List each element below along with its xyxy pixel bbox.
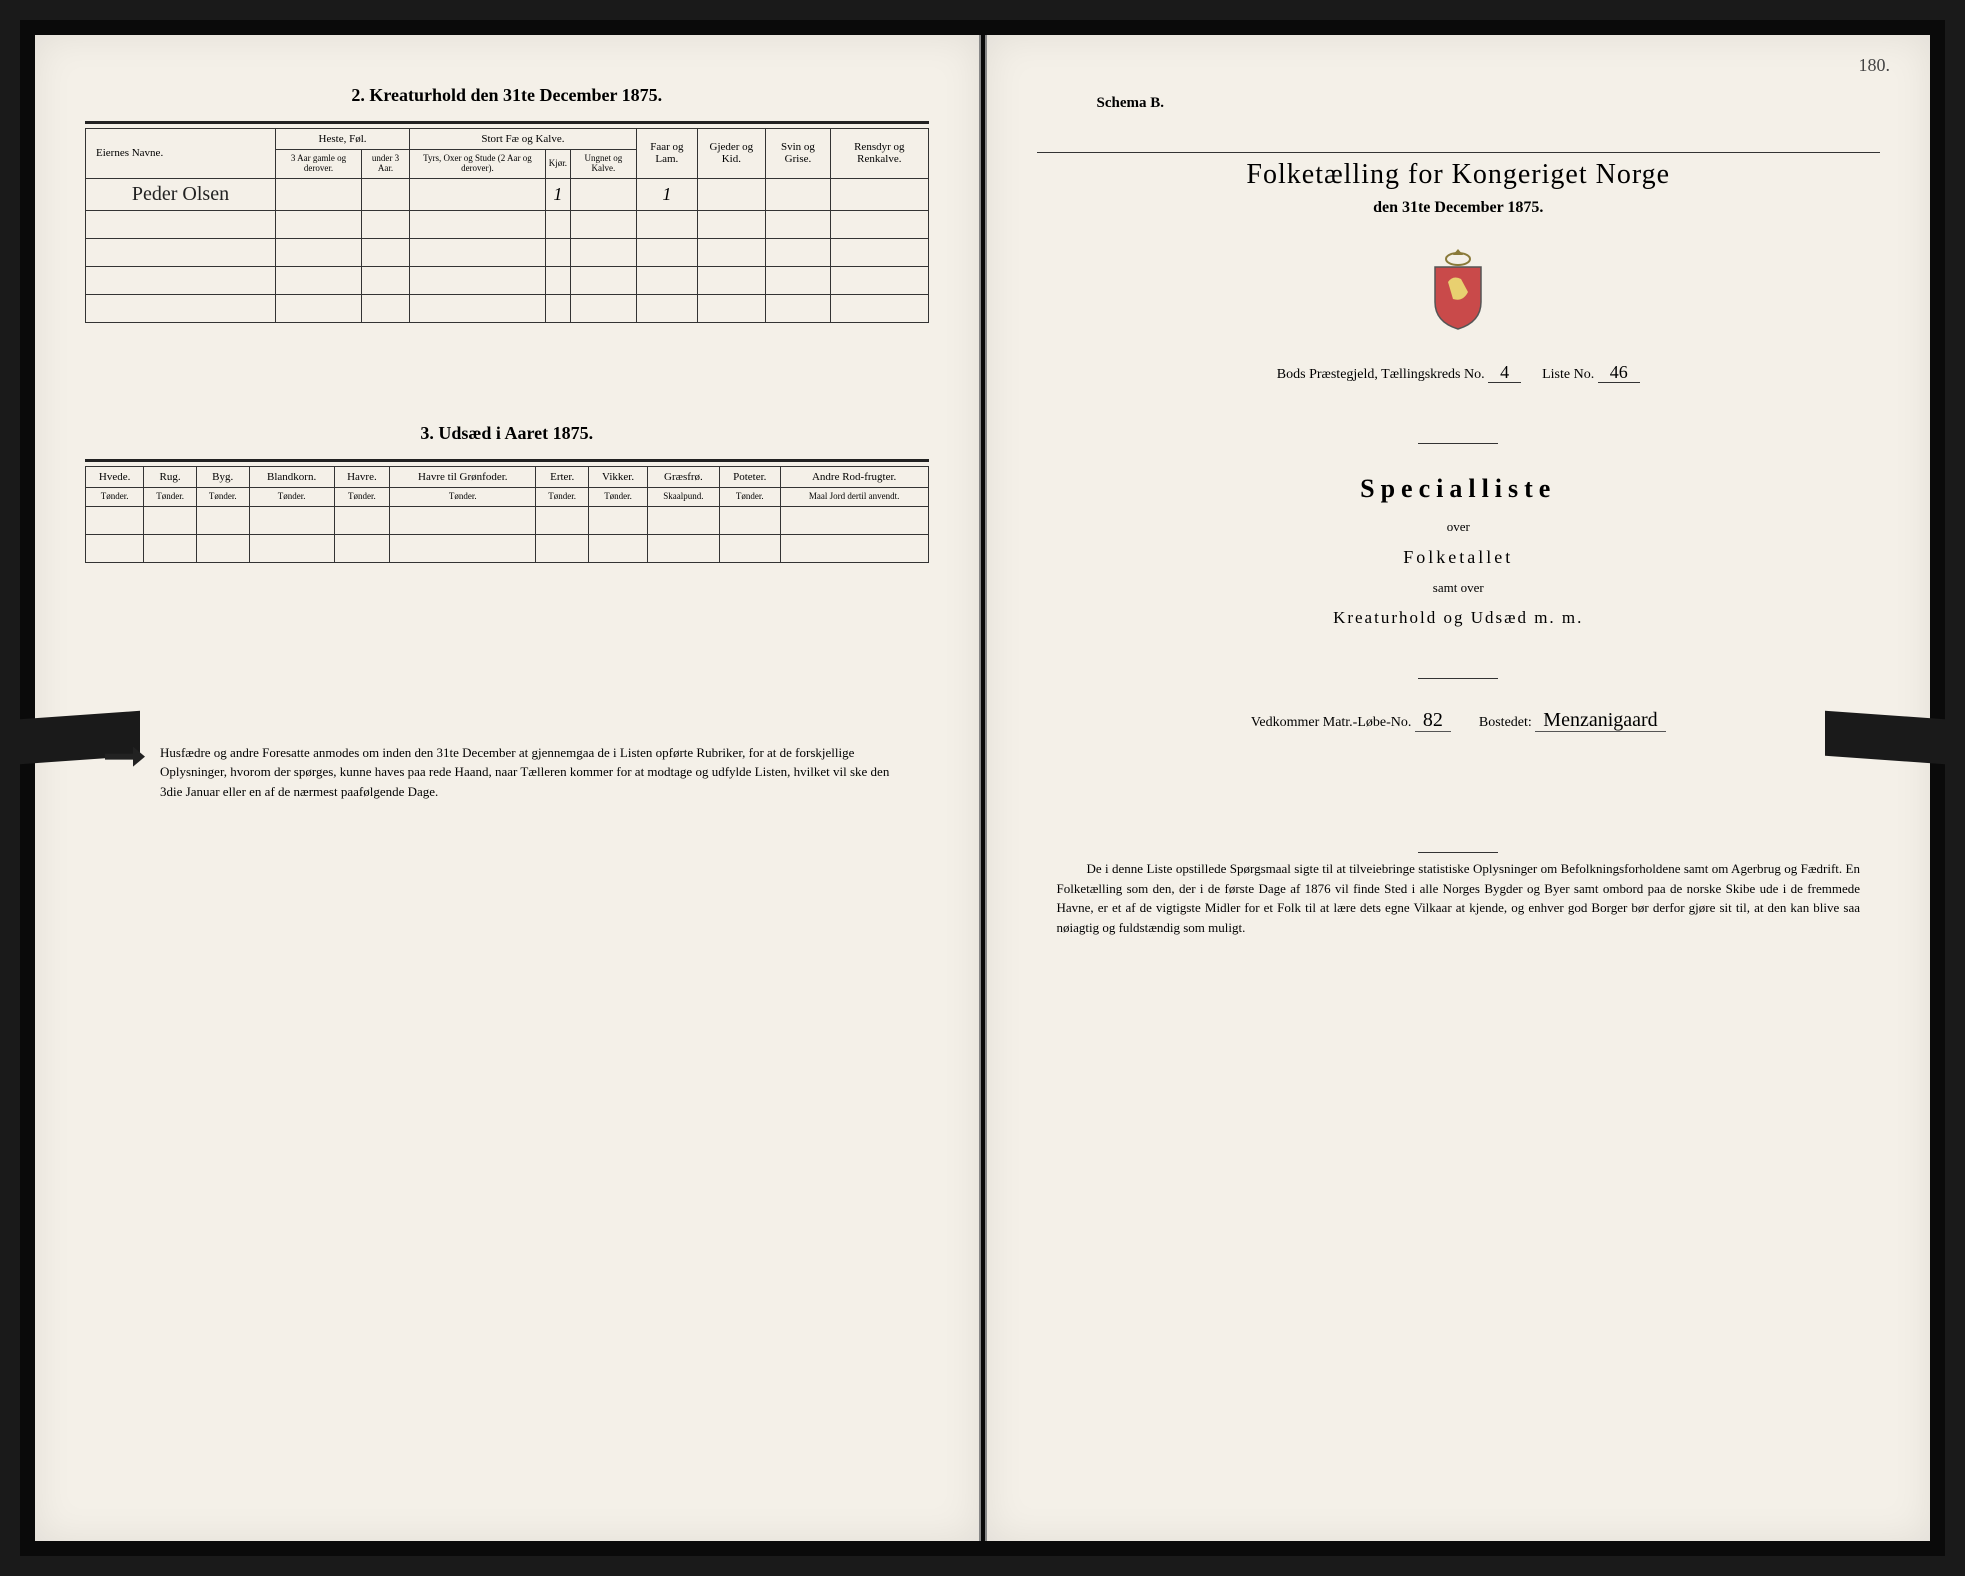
vedkom-label: Vedkommer Matr.-Løbe-No. (1251, 715, 1412, 730)
right-page: 180. Schema B. Folketælling for Kongerig… (985, 35, 1931, 1541)
schema-label: Schema B. (1097, 95, 1881, 112)
col: Andre Rod-frugter. (780, 466, 928, 487)
unit: Tønder. (196, 487, 249, 506)
footer-text: Husfædre og andre Foresatte anmodes om i… (160, 743, 909, 802)
cell-kjor: 1 (545, 178, 570, 210)
unit: Tønder. (86, 487, 144, 506)
unit: Tønder. (536, 487, 589, 506)
col-ren: Rensdyr og Renkalve. (831, 129, 928, 179)
section2-title: 2. Kreaturhold den 31te December 1875. (85, 85, 929, 106)
unit: Tønder. (334, 487, 389, 506)
col: Byg. (196, 466, 249, 487)
left-footer: Husfædre og andre Foresatte anmodes om i… (85, 743, 929, 802)
col-group-heste: Heste, Føl. (276, 129, 410, 150)
table-row (86, 506, 929, 534)
col-group-fae: Stort Fæ og Kalve. (410, 129, 637, 150)
col-f3: Ungnet og Kalve. (571, 150, 637, 179)
vedkom-no: 82 (1415, 709, 1451, 732)
col: Havre. (334, 466, 389, 487)
unit: Tønder. (589, 487, 648, 506)
liste-no: 46 (1598, 362, 1640, 383)
section3-title: 3. Udsæd i Aaret 1875. (85, 423, 929, 444)
cell-faar: 1 (636, 178, 697, 210)
kreatur-label: Kreaturhold og Udsæd m. m. (1037, 608, 1881, 628)
samt-label: samt over (1037, 580, 1881, 596)
col-owner: Eiernes Navne. (86, 129, 276, 179)
page-number: 180. (1859, 55, 1891, 76)
binder-clip-icon (1825, 711, 1945, 764)
col-f2: Kjør. (545, 150, 570, 179)
rule (85, 459, 929, 462)
col: Græsfrø. (648, 466, 720, 487)
rule (1418, 852, 1498, 853)
col-faar: Faar og Lam. (636, 129, 697, 179)
col-f1: Tyrs, Oxer og Stude (2 Aar og derover). (410, 150, 546, 179)
unit: Maal Jord dertil anvendt. (780, 487, 928, 506)
kreaturhold-table: Eiernes Navne. Heste, Føl. Stort Fæ og K… (85, 128, 929, 323)
col: Blandkorn. (249, 466, 334, 487)
col-h1: 3 Aar gamle og derover. (276, 150, 362, 179)
over-label: over (1037, 519, 1881, 535)
col: Hvede. (86, 466, 144, 487)
col-h2: under 3 Aar. (362, 150, 410, 179)
rule (85, 121, 929, 124)
col: Havre til Grønfoder. (390, 466, 536, 487)
unit: Skaalpund. (648, 487, 720, 506)
col-gjeder: Gjeder og Kid. (697, 129, 765, 179)
bosted-label: Bostedet: (1479, 715, 1532, 730)
subtitle: den 31te December 1875. (1037, 199, 1881, 217)
col-svin: Svin og Grise. (765, 129, 830, 179)
udsaed-table: Hvede. Rug. Byg. Blandkorn. Havre. Havre… (85, 466, 929, 563)
specialliste-title: Specialliste (1037, 474, 1881, 504)
bosted-value: Menzanigaard (1535, 709, 1665, 732)
right-footer-text: De i denne Liste opstillede Spørgsmaal s… (1037, 859, 1881, 937)
praest-no: 4 (1488, 362, 1521, 383)
book-spread: 2. Kreaturhold den 31te December 1875. E… (20, 20, 1945, 1556)
col: Vikker. (589, 466, 648, 487)
main-title: Folketælling for Kongeriget Norge (1037, 159, 1881, 191)
col: Rug. (144, 466, 197, 487)
table-row (86, 266, 929, 294)
col: Erter. (536, 466, 589, 487)
left-page: 2. Kreaturhold den 31te December 1875. E… (35, 35, 981, 1541)
udsaed-unit-row: Tønder. Tønder. Tønder. Tønder. Tønder. … (86, 487, 929, 506)
rule (1037, 152, 1881, 153)
unit: Tønder. (719, 487, 780, 506)
coat-of-arms-icon (1423, 247, 1493, 332)
unit: Tønder. (144, 487, 197, 506)
vedkommer-line: Vedkommer Matr.-Løbe-No. 82 Bostedet: Me… (1037, 709, 1881, 732)
rule (1418, 443, 1498, 444)
table-row (86, 534, 929, 562)
table-row (86, 238, 929, 266)
liste-label: Liste No. (1542, 367, 1594, 382)
udsaed-header-row: Hvede. Rug. Byg. Blandkorn. Havre. Havre… (86, 466, 929, 487)
unit: Tønder. (390, 487, 536, 506)
folketallet-label: Folketallet (1037, 547, 1881, 568)
owner-name: Peder Olsen (86, 178, 276, 210)
col: Poteter. (719, 466, 780, 487)
table-row: Peder Olsen 1 1 (86, 178, 929, 210)
table-row (86, 294, 929, 322)
meta-line: Bods Præstegjeld, Tællingskreds No. 4 Li… (1037, 362, 1881, 383)
rule (1418, 678, 1498, 679)
unit: Tønder. (249, 487, 334, 506)
praest-label: Bods Præstegjeld, Tællingskreds No. (1277, 367, 1485, 382)
table-row (86, 210, 929, 238)
